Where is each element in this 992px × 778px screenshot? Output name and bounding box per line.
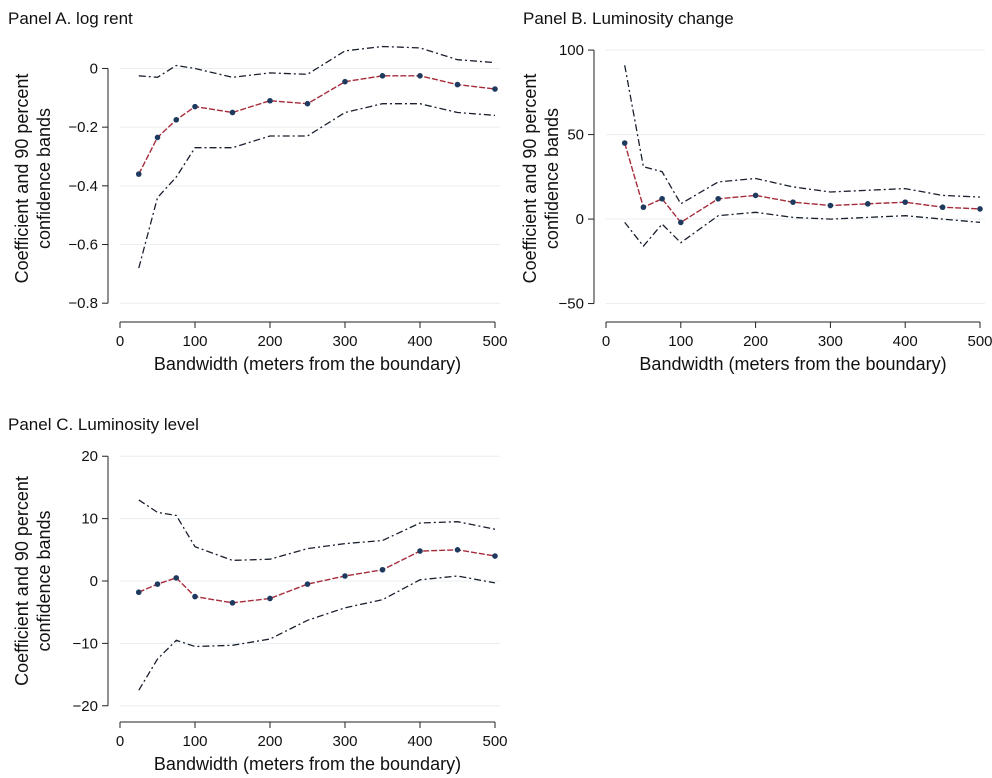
x-tick-label: 500	[967, 333, 992, 350]
coefficient-point	[135, 171, 142, 177]
y-tick-label: −0.8	[68, 295, 98, 312]
y-axis-title-line-2: confidence bands	[34, 510, 54, 651]
y-tick-label: 100	[559, 42, 584, 59]
x-tick-label: 400	[407, 333, 432, 350]
upper-band-line	[624, 65, 981, 205]
coefficient-point	[865, 201, 871, 207]
x-tick-label: 400	[893, 333, 918, 350]
coefficient-point	[902, 199, 908, 205]
x-tick-label: 100	[182, 733, 207, 750]
y-axis-title-line-1: Coefficient and 90 percent	[520, 74, 540, 284]
coefficient-point	[154, 581, 161, 587]
y-tick-label: −0.2	[68, 119, 98, 136]
coefficient-point	[715, 195, 721, 202]
coefficient-point	[492, 86, 498, 92]
coefficient-point	[342, 78, 348, 85]
y-axis-title-line-1: Coefficient and 90 percent	[12, 476, 32, 686]
upper-band-line	[138, 45, 496, 78]
y-tick-label: −0.6	[68, 237, 98, 254]
y-tick-label: 50	[567, 127, 584, 144]
panel-title: Panel C. Luminosity level	[8, 415, 199, 434]
x-tick-label: 300	[818, 333, 843, 350]
coefficient-line	[138, 549, 496, 604]
coefficient-point	[173, 117, 180, 123]
coefficient-point	[454, 547, 461, 553]
y-tick-label: 0	[90, 60, 98, 77]
coefficient-point	[267, 595, 273, 602]
coefficient-point	[417, 73, 423, 79]
lower-band-line	[138, 103, 496, 269]
x-tick-label: 200	[743, 333, 768, 350]
coefficient-point	[454, 81, 461, 88]
y-tick-label: −0.4	[68, 178, 98, 195]
x-axis-title: Bandwidth (meters from the boundary)	[639, 354, 946, 374]
x-axis-title: Bandwidth (meters from the boundary)	[154, 754, 461, 774]
x-tick-label: 0	[116, 333, 124, 350]
y-axis-title-line-1: Coefficient and 90 percent	[12, 74, 32, 284]
y-tick-label: −20	[73, 698, 98, 715]
coefficient-point	[173, 575, 180, 581]
y-axis-title-line-2: confidence bands	[34, 108, 54, 249]
x-tick-label: 500	[482, 333, 507, 350]
coefficient-point	[267, 97, 273, 104]
coefficient-point	[790, 199, 796, 205]
y-tick-label: 0	[576, 211, 584, 228]
coefficient-point	[154, 134, 161, 141]
coefficient-point	[229, 600, 236, 606]
coefficient-point	[492, 553, 498, 559]
coefficient-point	[752, 192, 759, 199]
coefficient-point	[939, 204, 946, 211]
y-tick-label: 20	[81, 448, 98, 465]
coefficient-line	[138, 75, 496, 175]
x-tick-label: 100	[182, 333, 207, 350]
coefficient-line	[624, 142, 981, 224]
panel-0: Panel A. log rent 0 −0.2 −0.4 −0.6 −0.8 0 100 20…	[8, 9, 508, 374]
coefficient-point	[304, 100, 311, 107]
x-tick-label: 500	[482, 733, 507, 750]
coefficient-point	[678, 219, 684, 226]
x-tick-label: 0	[602, 333, 610, 350]
coefficient-point	[304, 581, 311, 587]
y-tick-label: 10	[81, 511, 98, 528]
lower-band-line	[138, 575, 496, 691]
y-tick-label: −10	[73, 635, 98, 652]
coefficient-point	[827, 202, 834, 209]
panel-title: Panel B. Luminosity change	[523, 9, 734, 28]
x-tick-label: 0	[116, 733, 124, 750]
y-tick-label: −50	[559, 296, 584, 313]
coefficient-point	[342, 573, 348, 579]
coefficient-point	[621, 140, 628, 146]
coefficient-point	[192, 103, 198, 110]
coefficient-point	[977, 206, 983, 212]
coefficient-point	[379, 73, 386, 79]
upper-band-line	[138, 499, 496, 562]
coefficient-point	[379, 566, 386, 573]
x-tick-label: 400	[407, 733, 432, 750]
x-tick-label: 300	[332, 733, 357, 750]
panel-title: Panel A. log rent	[8, 9, 133, 28]
x-axis-title: Bandwidth (meters from the boundary)	[154, 354, 461, 374]
x-tick-label: 100	[668, 333, 693, 350]
coefficient-point	[229, 109, 236, 116]
lower-band-line	[624, 211, 981, 248]
coefficient-point	[192, 593, 198, 600]
x-tick-label: 300	[332, 333, 357, 350]
coefficient-point	[640, 204, 647, 211]
x-tick-label: 200	[257, 733, 282, 750]
coefficient-point	[135, 589, 142, 596]
y-axis-title-line-2: confidence bands	[542, 108, 562, 249]
coefficient-point	[417, 548, 423, 554]
y-tick-label: 0	[90, 573, 98, 590]
coefficient-point	[659, 195, 665, 202]
x-tick-label: 200	[257, 333, 282, 350]
